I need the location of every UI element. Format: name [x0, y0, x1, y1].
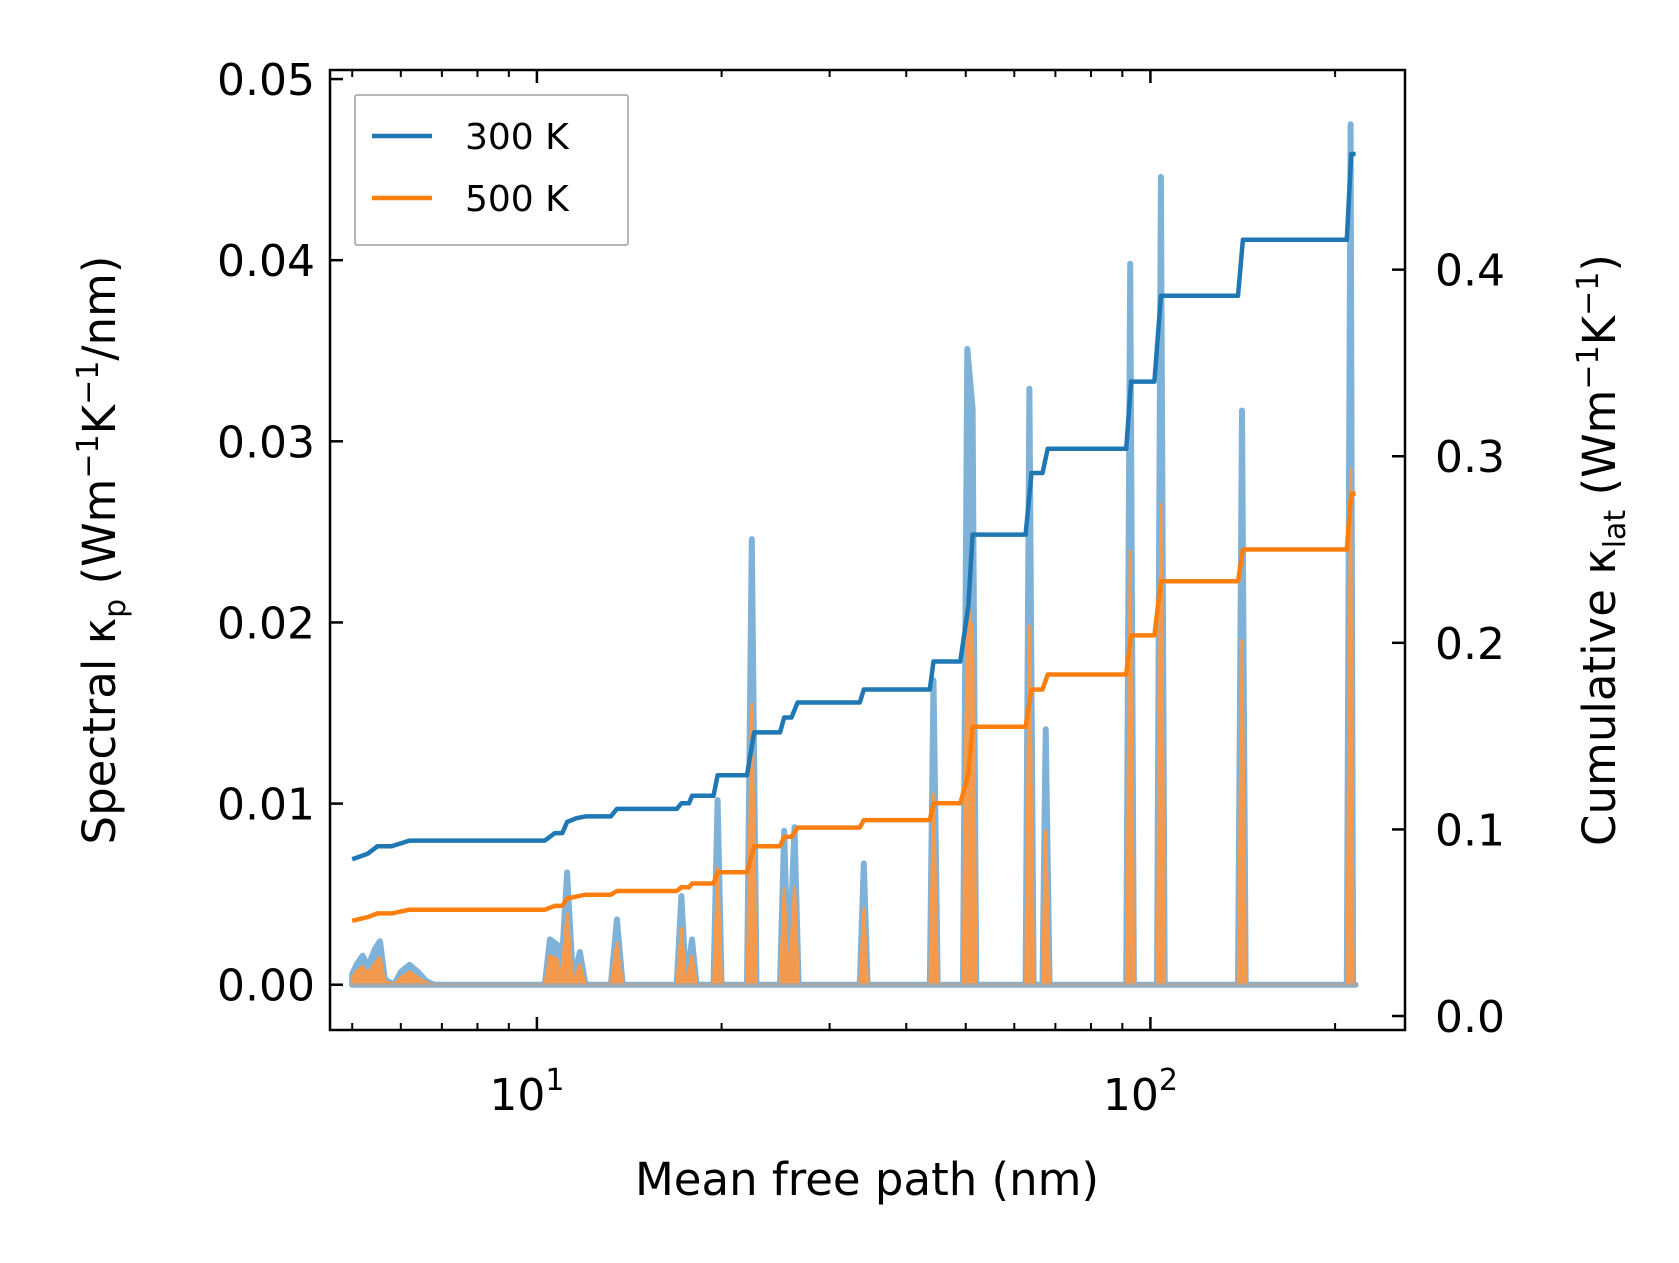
- left-y-tick-label: 0.00: [217, 961, 315, 1012]
- right-y-tick-label: 0.0: [1435, 992, 1505, 1043]
- right-y-tick-label: 0.4: [1435, 246, 1505, 297]
- cumulative-line-300k: [351, 151, 1356, 862]
- x-tick-label: 102: [1103, 1063, 1178, 1121]
- right-y-tick-label: 0.3: [1435, 432, 1505, 483]
- legend: 300 K 500 K: [354, 94, 629, 246]
- x-axis-label: Mean free path (nm): [635, 1153, 1099, 1206]
- spectral-layer: [349, 121, 1359, 988]
- plot-frame: [328, 68, 1407, 1032]
- legend-label-500k: 500 K: [465, 179, 570, 220]
- left-y-tick-label: 0.05: [217, 55, 315, 106]
- x-axis-ticks: 101 102: [351, 70, 1337, 1121]
- right-y-tick-label: 0.1: [1435, 805, 1505, 856]
- x-tick-label: 101: [489, 1063, 564, 1121]
- left-y-tick-label: 0.02: [217, 598, 315, 649]
- legend-label-300k: 300 K: [465, 117, 570, 158]
- left-y-tick-label: 0.03: [217, 417, 315, 468]
- cumulative-layer: [351, 151, 1356, 923]
- left-y-tick-label: 0.01: [217, 780, 315, 831]
- right-y-tick-label: 0.2: [1435, 619, 1505, 670]
- cumulative-line-500k: [351, 491, 1356, 923]
- right-y-axis-ticks: 0.0 0.1 0.2 0.3 0.4: [1392, 246, 1505, 1043]
- legend-box: [354, 94, 629, 246]
- left-y-axis-ticks: 0.00 0.01 0.02 0.03 0.04 0.05: [217, 55, 343, 1012]
- left-y-axis-label: Spectral κp (Wm−1K−1/nm): [71, 256, 133, 845]
- left-y-tick-label: 0.04: [217, 236, 315, 287]
- right-y-axis-label: Cumulative κlat (Wm−1K−1): [1571, 254, 1633, 846]
